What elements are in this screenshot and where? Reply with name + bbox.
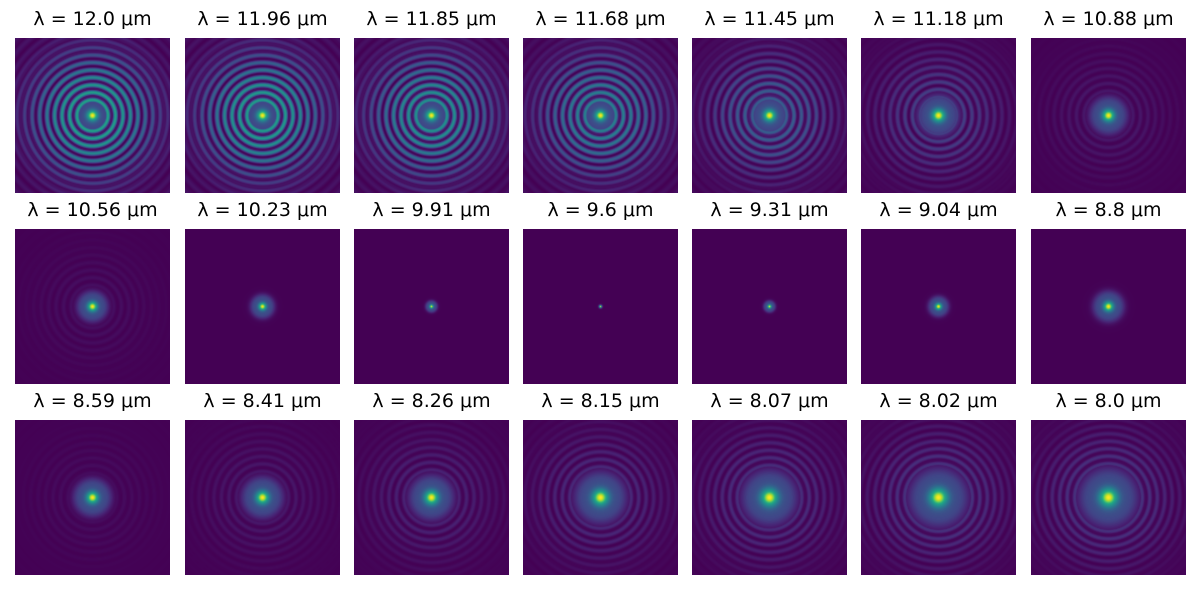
- panel-title: λ = 8.15 μm: [541, 390, 660, 412]
- psf-panel: λ = 10.23 μm: [185, 191, 340, 384]
- panel-title: λ = 8.02 μm: [879, 390, 998, 412]
- psf-panel: λ = 8.26 μm: [354, 382, 509, 575]
- panel-title: λ = 8.0 μm: [1055, 390, 1162, 412]
- panel-title: λ = 8.26 μm: [372, 390, 491, 412]
- panel-title: λ = 9.91 μm: [372, 199, 491, 221]
- diffraction-pattern-image: [692, 420, 847, 575]
- panel-title: λ = 12.0 μm: [33, 8, 152, 30]
- diffraction-pattern-image: [15, 38, 170, 193]
- diffraction-pattern-image: [861, 229, 1016, 384]
- panel-title: λ = 8.07 μm: [710, 390, 829, 412]
- psf-panel: λ = 8.0 μm: [1031, 382, 1186, 575]
- panel-title: λ = 11.96 μm: [197, 8, 328, 30]
- panel-title: λ = 9.31 μm: [710, 199, 829, 221]
- diffraction-pattern-image: [185, 229, 340, 384]
- diffraction-pattern-image: [523, 229, 678, 384]
- diffraction-pattern-image: [523, 420, 678, 575]
- diffraction-pattern-image: [354, 229, 509, 384]
- diffraction-pattern-image: [354, 420, 509, 575]
- diffraction-pattern-image: [15, 229, 170, 384]
- diffraction-pattern-image: [861, 38, 1016, 193]
- panel-title: λ = 8.8 μm: [1055, 199, 1162, 221]
- panel-title: λ = 11.68 μm: [535, 8, 666, 30]
- panel-title: λ = 9.04 μm: [879, 199, 998, 221]
- diffraction-pattern-image: [185, 420, 340, 575]
- psf-panel: λ = 9.04 μm: [861, 191, 1016, 384]
- psf-panel: λ = 11.18 μm: [861, 0, 1016, 193]
- psf-panel: λ = 11.68 μm: [523, 0, 678, 193]
- panel-title: λ = 8.41 μm: [203, 390, 322, 412]
- psf-panel: λ = 8.15 μm: [523, 382, 678, 575]
- diffraction-pattern-image: [523, 38, 678, 193]
- psf-panel: λ = 8.41 μm: [185, 382, 340, 575]
- psf-panel: λ = 9.6 μm: [523, 191, 678, 384]
- psf-panel: λ = 11.85 μm: [354, 0, 509, 193]
- panel-title: λ = 11.85 μm: [366, 8, 497, 30]
- panel-title: λ = 9.6 μm: [547, 199, 654, 221]
- panel-title: λ = 10.23 μm: [197, 199, 328, 221]
- psf-panel: λ = 8.59 μm: [15, 382, 170, 575]
- panel-title: λ = 10.56 μm: [27, 199, 158, 221]
- diffraction-pattern-image: [354, 38, 509, 193]
- psf-panel: λ = 8.07 μm: [692, 382, 847, 575]
- psf-panel: λ = 9.91 μm: [354, 191, 509, 384]
- psf-panel: λ = 10.88 μm: [1031, 0, 1186, 193]
- psf-panel: λ = 11.45 μm: [692, 0, 847, 193]
- panel-title: λ = 8.59 μm: [33, 390, 152, 412]
- psf-panel: λ = 8.8 μm: [1031, 191, 1186, 384]
- panel-title: λ = 11.18 μm: [873, 8, 1004, 30]
- diffraction-pattern-image: [1031, 420, 1186, 575]
- diffraction-pattern-image: [692, 229, 847, 384]
- diffraction-pattern-image: [15, 420, 170, 575]
- psf-panel: λ = 10.56 μm: [15, 191, 170, 384]
- diffraction-pattern-image: [1031, 38, 1186, 193]
- panel-title: λ = 10.88 μm: [1043, 8, 1174, 30]
- panel-title: λ = 11.45 μm: [704, 8, 835, 30]
- psf-panel: λ = 9.31 μm: [692, 191, 847, 384]
- diffraction-pattern-image: [861, 420, 1016, 575]
- diffraction-pattern-image: [692, 38, 847, 193]
- psf-panel: λ = 12.0 μm: [15, 0, 170, 193]
- diffraction-pattern-image: [185, 38, 340, 193]
- psf-panel: λ = 8.02 μm: [861, 382, 1016, 575]
- diffraction-pattern-image: [1031, 229, 1186, 384]
- psf-panel: λ = 11.96 μm: [185, 0, 340, 193]
